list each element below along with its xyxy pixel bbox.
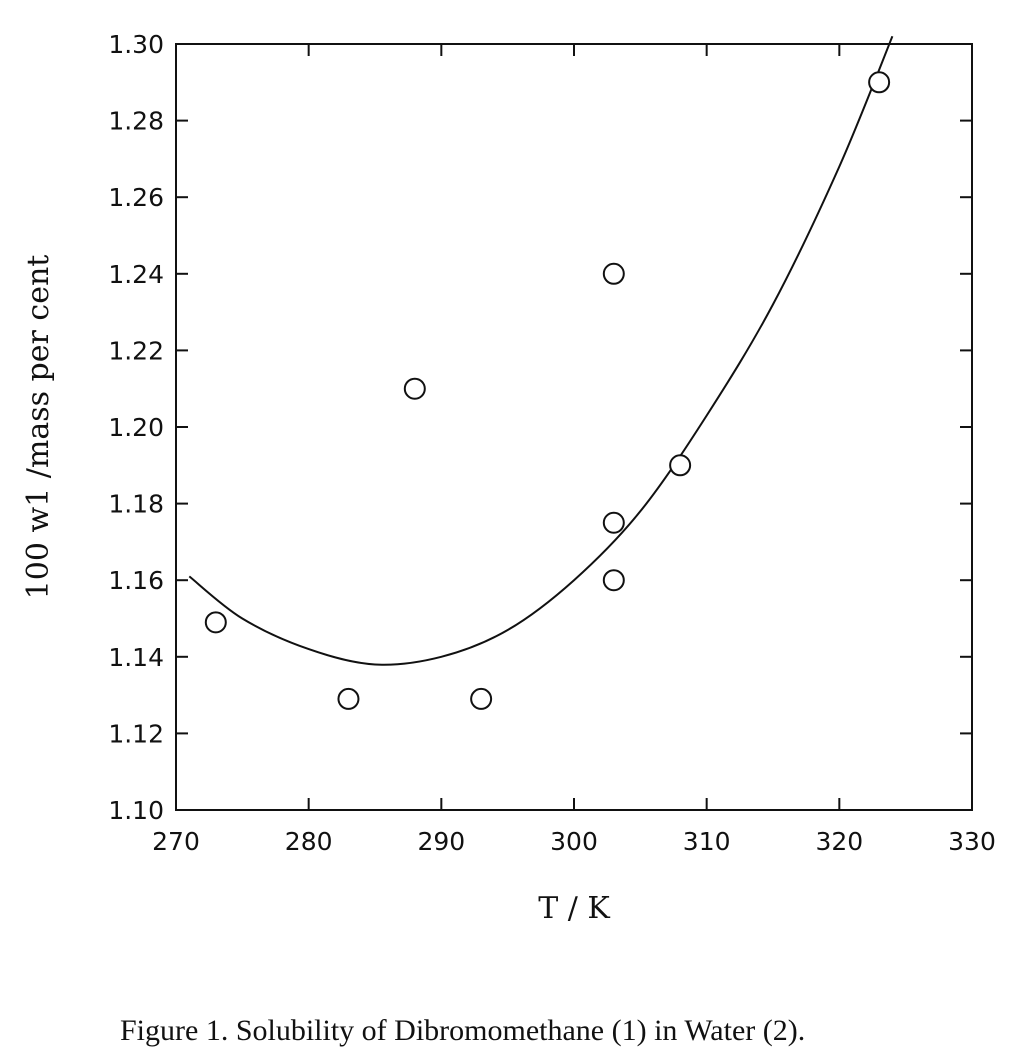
y-tick-label: 1.28 [108, 107, 164, 136]
y-tick-label: 1.20 [108, 413, 164, 442]
y-axis-title: 100 w1 /mass per cent [21, 255, 56, 600]
data-point-3 [470, 687, 493, 710]
x-tick-label: 280 [285, 827, 333, 856]
y-tick-label: 1.12 [108, 719, 164, 748]
x-tick-label: 310 [683, 827, 731, 856]
x-tick-label: 330 [948, 827, 996, 856]
data-point-0 [204, 611, 227, 634]
figure-caption: Figure 1. Solubility of Dibromomethane (… [120, 1014, 805, 1047]
y-tick-label: 1.10 [108, 796, 164, 825]
plot-frame [175, 43, 973, 811]
y-tick-label: 1.26 [108, 183, 164, 212]
fit-curve [188, 35, 894, 666]
data-point-2 [403, 377, 426, 400]
y-tick-labels: 1.10 1.12 1.14 1.16 1.18 1.20 1.22 1.24 1.26 1.28… [108, 30, 164, 825]
data-point-7 [669, 454, 692, 477]
y-tick-label: 1.14 [108, 643, 164, 672]
x-tick-label: 320 [815, 827, 863, 856]
data-point-5 [602, 511, 625, 534]
y-tick-label: 1.16 [108, 566, 164, 595]
axis-ticks [175, 43, 973, 811]
y-tick-label: 1.18 [108, 490, 164, 519]
data-point-1 [337, 687, 360, 710]
data-points [204, 71, 891, 710]
y-tick-label: 1.24 [108, 260, 164, 289]
data-point-6 [602, 569, 625, 592]
y-tick-label: 1.22 [108, 336, 164, 365]
data-point-8 [868, 71, 891, 94]
data-point-4 [602, 262, 625, 285]
x-tick-label: 270 [152, 827, 200, 856]
x-axis-title: T / K [538, 891, 610, 926]
x-tick-labels: 270 280 290 300 310 320 330 [152, 827, 996, 856]
x-tick-label: 290 [417, 827, 465, 856]
y-tick-label: 1.30 [108, 30, 164, 59]
x-tick-label: 300 [550, 827, 598, 856]
